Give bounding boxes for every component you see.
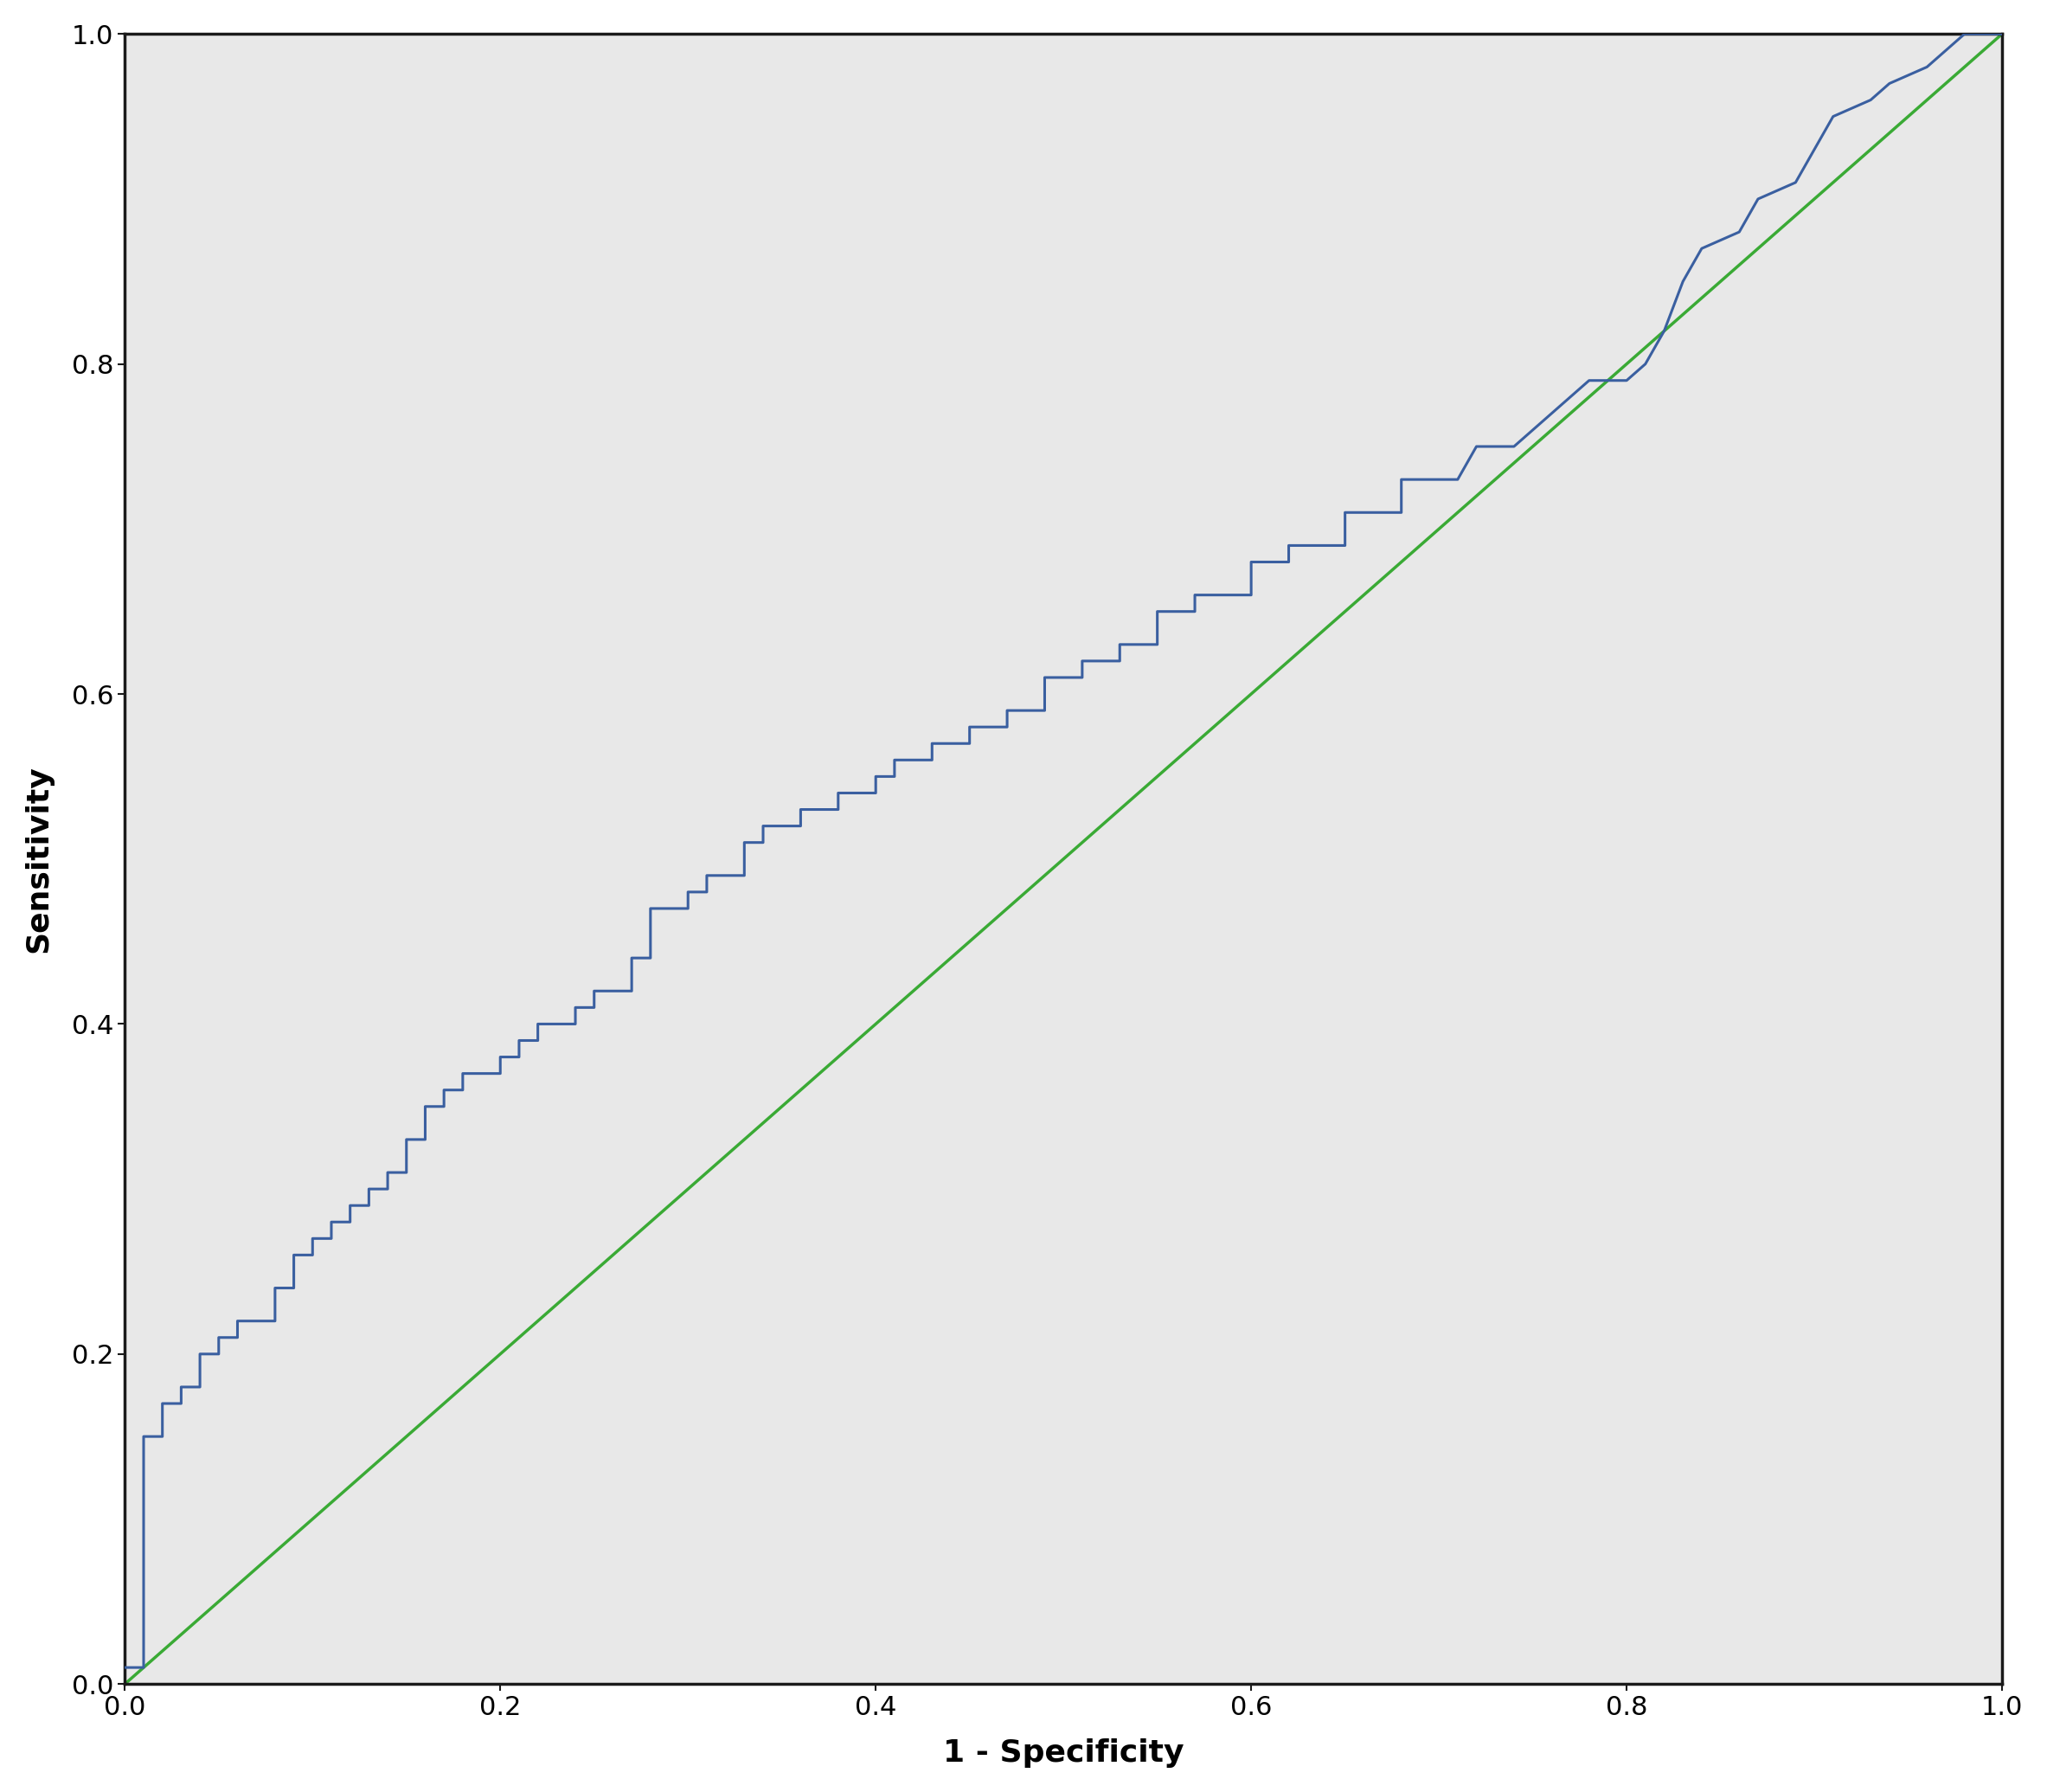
X-axis label: 1 - Specificity: 1 - Specificity bbox=[944, 1738, 1183, 1769]
Y-axis label: Sensitivity: Sensitivity bbox=[25, 765, 53, 953]
